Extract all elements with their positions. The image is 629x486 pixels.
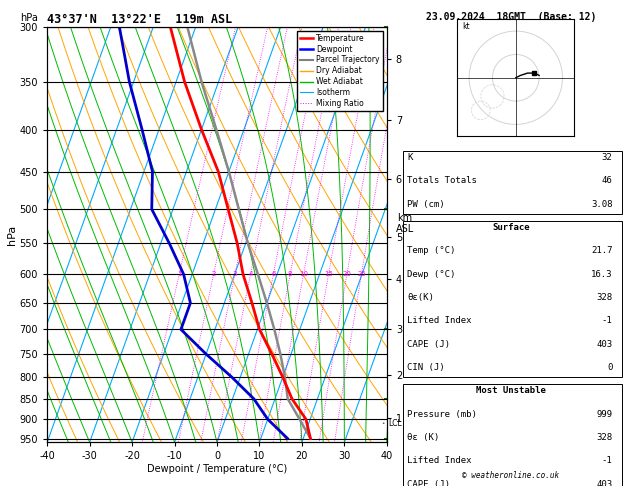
Text: -1: -1: [602, 316, 613, 326]
Text: 403: 403: [596, 480, 613, 486]
Text: Lifted Index: Lifted Index: [408, 316, 472, 326]
Bar: [403, 151, 622, 214]
Text: hPa: hPa: [20, 13, 38, 22]
Text: 43°37'N  13°22'E  119m ASL: 43°37'N 13°22'E 119m ASL: [47, 13, 233, 26]
Text: 46: 46: [602, 176, 613, 186]
Bar: [403, 221, 622, 377]
Text: Dewp (°C): Dewp (°C): [408, 270, 455, 279]
Text: 0: 0: [607, 363, 613, 372]
Text: CAPE (J): CAPE (J): [408, 340, 450, 349]
Text: 23.09.2024  18GMT  (Base: 12): 23.09.2024 18GMT (Base: 12): [426, 12, 596, 22]
Text: 2: 2: [211, 271, 216, 278]
Bar: [403, 384, 622, 486]
Text: 1: 1: [177, 271, 181, 278]
Text: -1: -1: [602, 456, 613, 466]
X-axis label: Dewpoint / Temperature (°C): Dewpoint / Temperature (°C): [147, 464, 287, 474]
Text: 403: 403: [596, 340, 613, 349]
Text: 8: 8: [288, 271, 292, 278]
Y-axis label: km
ASL: km ASL: [396, 213, 414, 235]
Text: 10: 10: [299, 271, 308, 278]
Text: 6: 6: [271, 271, 276, 278]
Text: Lifted Index: Lifted Index: [408, 456, 472, 466]
Text: 999: 999: [596, 410, 613, 419]
Text: Surface: Surface: [493, 223, 530, 232]
Text: θε(K): θε(K): [408, 293, 434, 302]
Text: CIN (J): CIN (J): [408, 363, 445, 372]
Text: 20: 20: [342, 271, 352, 278]
Text: θε (K): θε (K): [408, 433, 440, 442]
Text: 16.3: 16.3: [591, 270, 613, 279]
Y-axis label: hPa: hPa: [7, 225, 17, 244]
Text: 328: 328: [596, 293, 613, 302]
Text: 3: 3: [233, 271, 237, 278]
Text: CAPE (J): CAPE (J): [408, 480, 450, 486]
Text: 15: 15: [324, 271, 333, 278]
Text: PW (cm): PW (cm): [408, 200, 445, 209]
Text: 21.7: 21.7: [591, 246, 613, 256]
Text: 32: 32: [602, 153, 613, 162]
Text: K: K: [408, 153, 413, 162]
Text: Temp (°C): Temp (°C): [408, 246, 455, 256]
Text: Most Unstable: Most Unstable: [476, 386, 546, 396]
Text: 25: 25: [357, 271, 366, 278]
Text: © weatheronline.co.uk: © weatheronline.co.uk: [462, 471, 560, 480]
Text: Pressure (mb): Pressure (mb): [408, 410, 477, 419]
Text: 328: 328: [596, 433, 613, 442]
Text: 4: 4: [248, 271, 253, 278]
Text: 3.08: 3.08: [591, 200, 613, 209]
Text: LCL: LCL: [388, 418, 402, 428]
Text: Totals Totals: Totals Totals: [408, 176, 477, 186]
Legend: Temperature, Dewpoint, Parcel Trajectory, Dry Adiabat, Wet Adiabat, Isotherm, Mi: Temperature, Dewpoint, Parcel Trajectory…: [297, 31, 383, 111]
